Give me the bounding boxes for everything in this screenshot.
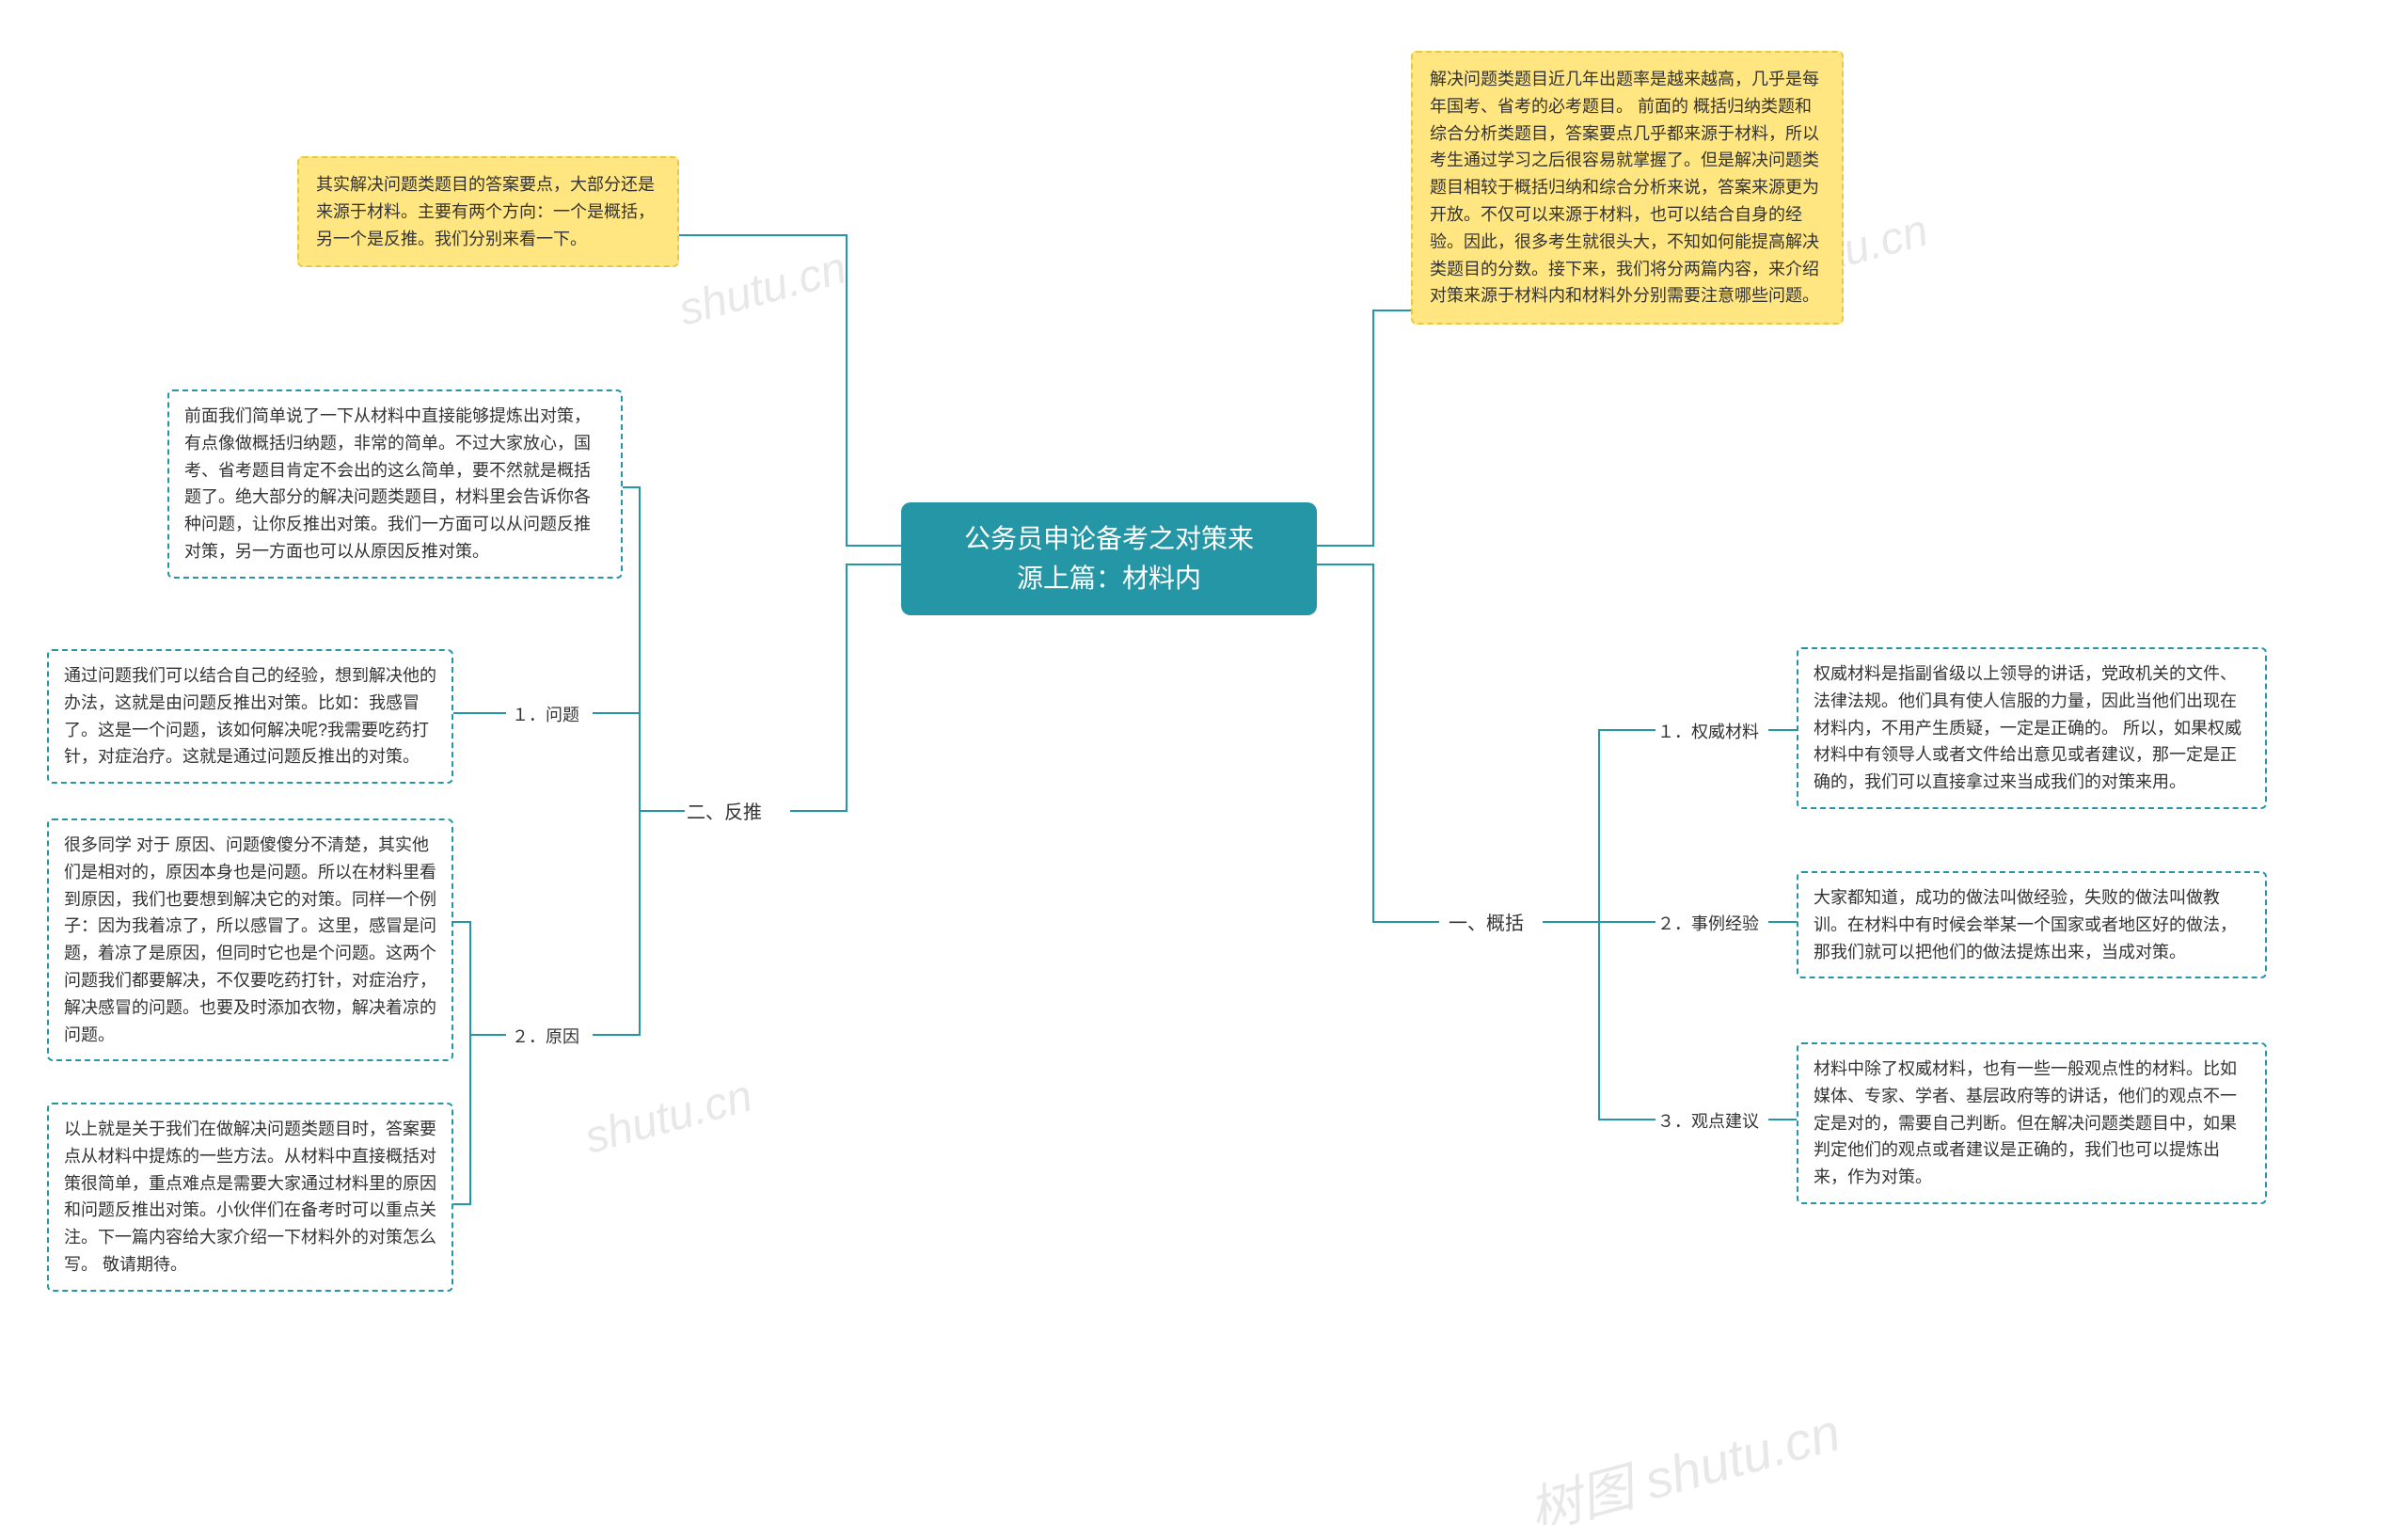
root-node: 公务员申论备考之对策来 源上篇：材料内	[901, 502, 1317, 615]
right-item-3-box: 材料中除了权威材料，也有一些一般观点性的材料。比如媒体、专家、学者、基层政府等的…	[1797, 1042, 2267, 1204]
left-item-1-num: １．问题	[512, 702, 579, 729]
right-item-3-text: 材料中除了权威材料，也有一些一般观点性的材料。比如媒体、专家、学者、基层政府等的…	[1814, 1059, 2237, 1186]
right-branch-label: 一、概括	[1449, 909, 1524, 939]
left-conclusion-text: 以上就是关于我们在做解决问题类题目时，答案要点从材料中提炼的一些方法。从材料中直…	[64, 1120, 436, 1274]
right-intro-box: 解决问题类题目近几年出题率是越来越高，几乎是每年国考、省考的必考题目。 前面的 …	[1411, 51, 1844, 325]
right-item-2-num: ２．事例经验	[1657, 911, 1759, 938]
right-item-2-box: 大家都知道，成功的做法叫做经验，失败的做法叫做教训。在材料中有时候会举某一个国家…	[1797, 871, 2267, 978]
root-title: 公务员申论备考之对策来 源上篇：材料内	[964, 519, 1254, 598]
left-item-2-num: ２．原因	[512, 1024, 579, 1051]
left-intro-box: 其实解决问题类题目的答案要点，大部分还是来源于材料。主要有两个方向：一个是概括，…	[297, 156, 679, 267]
right-item-1-num: １．权威材料	[1657, 719, 1759, 746]
right-item-1-text: 权威材料是指副省级以上领导的讲话，党政机关的文件、法律法规。他们具有使人信服的力…	[1814, 664, 2242, 791]
right-item-1-box: 权威材料是指副省级以上领导的讲话，党政机关的文件、法律法规。他们具有使人信服的力…	[1797, 647, 2267, 809]
left-item-2-box: 很多同学 对于 原因、问题傻傻分不清楚，其实他们是相对的，原因本身也是问题。所以…	[47, 818, 453, 1061]
right-item-2-text: 大家都知道，成功的做法叫做经验，失败的做法叫做教训。在材料中有时候会举某一个国家…	[1814, 888, 2237, 961]
left-preamble-text: 前面我们简单说了一下从材料中直接能够提炼出对策，有点像做概括归纳题，非常的简单。…	[184, 406, 591, 561]
left-branch-label: 二、反推	[687, 798, 762, 828]
left-preamble-box: 前面我们简单说了一下从材料中直接能够提炼出对策，有点像做概括归纳题，非常的简单。…	[167, 389, 623, 579]
left-item-2-text: 很多同学 对于 原因、问题傻傻分不清楚，其实他们是相对的，原因本身也是问题。所以…	[64, 835, 436, 1044]
right-intro-text: 解决问题类题目近几年出题率是越来越高，几乎是每年国考、省考的必考题目。 前面的 …	[1430, 70, 1819, 305]
right-item-3-num: ３．观点建议	[1657, 1108, 1759, 1136]
watermark: shutu.cn	[579, 1070, 758, 1164]
left-item-1-text: 通过问题我们可以结合自己的经验，想到解决他的办法，这就是由问题反推出对策。比如：…	[64, 666, 436, 766]
watermark: shutu.cn	[673, 242, 852, 336]
left-intro-text: 其实解决问题类题目的答案要点，大部分还是来源于材料。主要有两个方向：一个是概括，…	[316, 175, 655, 248]
left-conclusion-box: 以上就是关于我们在做解决问题类题目时，答案要点从材料中提炼的一些方法。从材料中直…	[47, 1103, 453, 1292]
left-item-1-box: 通过问题我们可以结合自己的经验，想到解决他的办法，这就是由问题反推出对策。比如：…	[47, 649, 453, 784]
watermark: 树图 shutu.cn	[1519, 1390, 1847, 1525]
